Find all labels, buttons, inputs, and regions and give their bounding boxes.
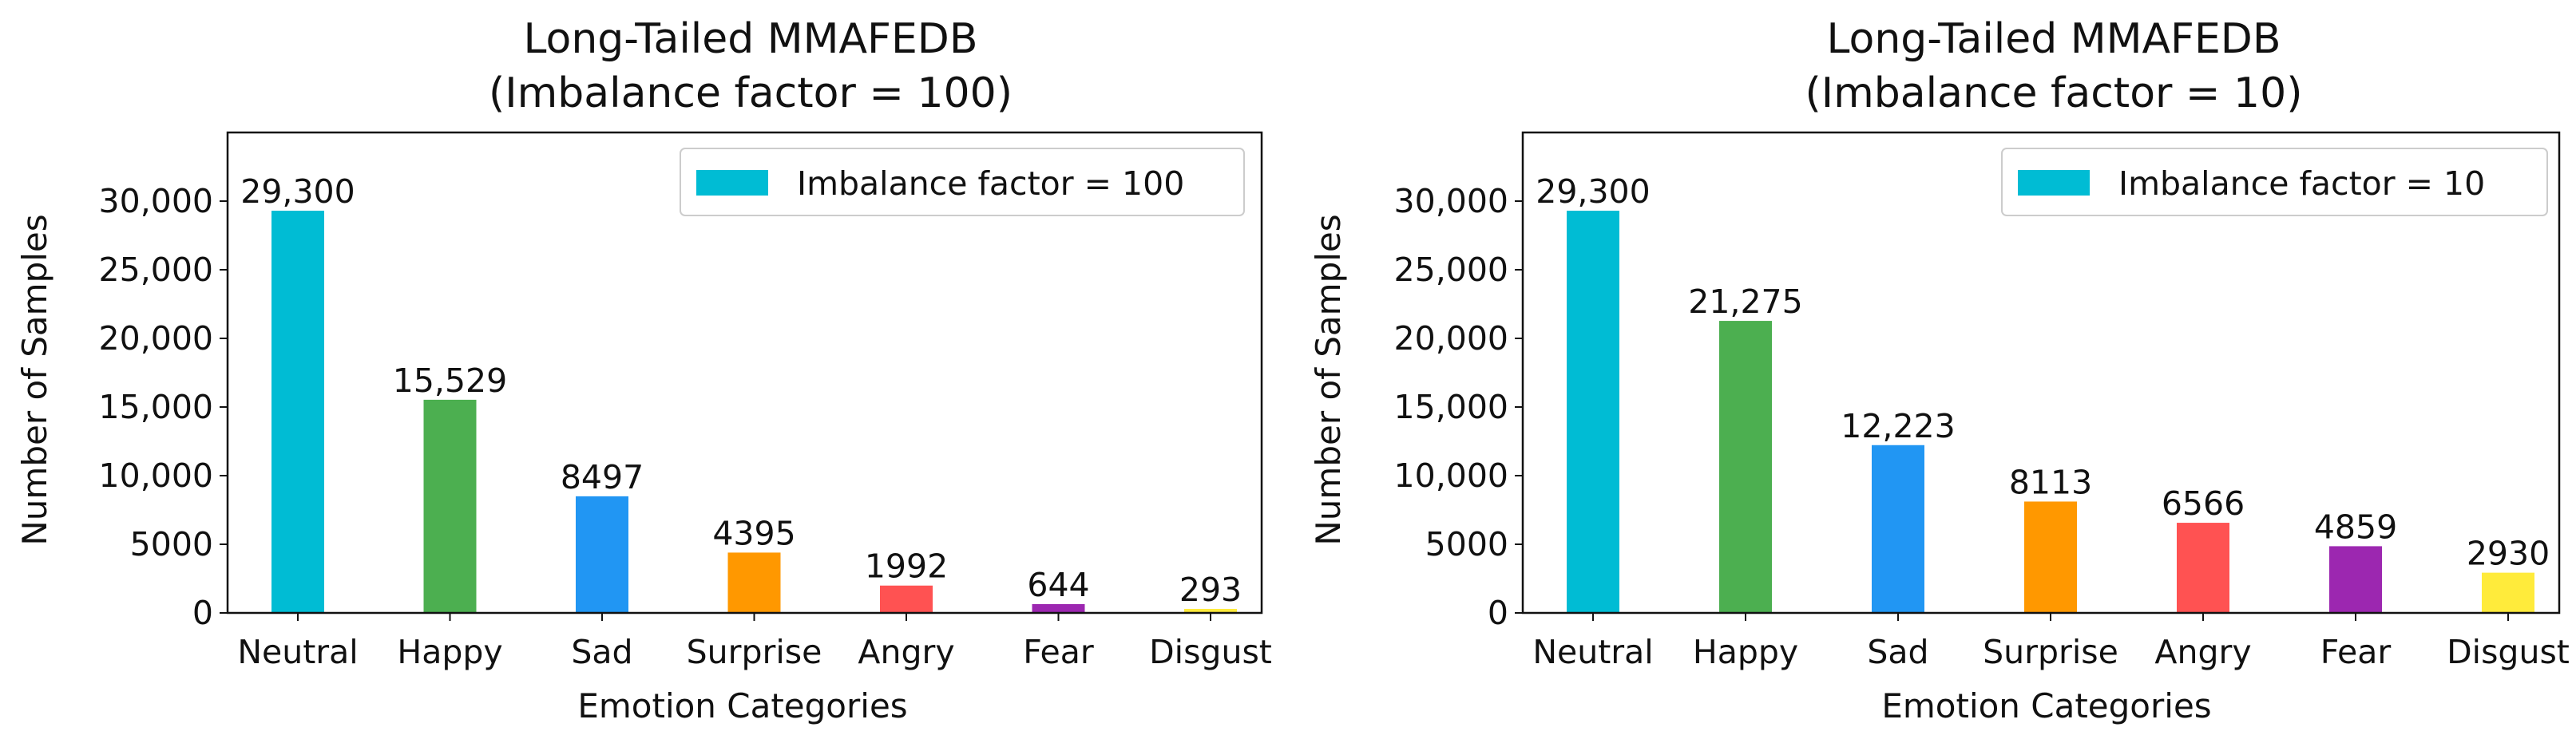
y-tick-label: 10,000 [1394,456,1508,495]
legend-box [2001,148,2548,216]
value-label-happy: 15,529 [393,362,507,400]
y-tick-label: 0 [1488,594,1508,632]
y-tick-label: 20,000 [99,319,213,358]
bar-happy [423,399,477,613]
x-tick-label-sad: Sad [1867,633,1928,671]
y-tick-label: 15,000 [99,388,213,426]
value-label-angry: 1992 [865,547,948,586]
x-axis-label: Emotion Categories [1881,686,2211,725]
x-tick-label-sad: Sad [571,633,632,671]
y-tick-label: 25,000 [99,251,213,289]
value-label-sad: 8497 [561,458,644,496]
x-tick-label-fear: Fear [2320,633,2392,671]
value-label-neutral: 29,300 [1536,172,1650,211]
y-tick-label: 30,000 [1394,182,1508,220]
y-tick-label: 5000 [1425,525,1508,563]
value-label-surprise: 8113 [2009,463,2092,501]
value-label-fear: 4859 [2314,508,2397,546]
value-label-fear: 644 [1027,566,1089,604]
legend-box [680,148,1245,216]
bar-surprise [2024,501,2077,613]
legend-swatch [2018,170,2090,196]
plot-area: 29,300 Neutral 15,529 Happy 8497 Sad 4395 Surpr… [99,131,1272,671]
value-label-neutral: 29,300 [240,172,355,211]
y-tick-label: 0 [192,594,213,632]
bar-disgust [2482,572,2534,613]
bar-neutral [1567,211,1619,613]
y-axis-label: Number of Samples [1309,214,1348,545]
value-label-angry: 6566 [2162,484,2245,523]
legend-swatch [696,170,768,196]
x-tick-label-angry: Angry [2154,633,2251,671]
y-tick-label: 25,000 [1394,251,1508,289]
chart-title: Long-Tailed MMAFEDB [523,15,977,63]
chart-subtitle: (Imbalance factor = 10) [1805,69,2303,117]
x-tick-label-disgust: Disgust [1149,633,1272,671]
x-tick-label-surprise: Surprise [687,633,822,671]
x-tick-label-happy: Happy [1693,633,1798,671]
y-tick-label: 30,000 [99,182,213,220]
x-tick-label-angry: Angry [858,633,954,671]
x-tick-label-neutral: Neutral [237,633,358,671]
chart-title: Long-Tailed MMAFEDB [1826,15,2281,63]
x-tick-label-happy: Happy [397,633,502,671]
axes-frame [1521,131,2561,615]
value-label-sad: 12,223 [1841,407,1955,445]
x-tick-label-fear: Fear [1023,633,1094,671]
value-label-disgust: 2930 [2467,535,2550,573]
legend-label: Imbalance factor = 10 [2118,164,2485,203]
plot-area: 29,300 Neutral 21,275 Happy 12,223 Sad 8113 Sur… [1394,131,2570,671]
value-label-surprise: 4395 [712,514,795,552]
x-tick-label-neutral: Neutral [1532,633,1653,671]
bar-sad [1872,445,1924,613]
bar-surprise [727,552,781,613]
y-tick-label: 10,000 [99,456,213,495]
legend-label: Imbalance factor = 100 [797,164,1184,203]
chart-imbalance-100: Long-Tailed MMAFEDB (Imbalance factor = … [15,15,1272,725]
bar-angry [2177,523,2229,613]
chart-imbalance-10: Long-Tailed MMAFEDB (Imbalance factor = … [1309,15,2570,725]
value-label-disgust: 293 [1179,571,1242,609]
bar-happy [1719,321,1772,613]
y-tick-label: 20,000 [1394,319,1508,358]
legend: Imbalance factor = 10 [2001,148,2548,216]
bar-disgust [1184,608,1237,613]
bar-sad [576,496,628,613]
y-tick-label: 5000 [130,525,213,563]
y-tick-label: 15,000 [1394,388,1508,426]
chart-subtitle: (Imbalance factor = 100) [489,69,1013,117]
x-tick-label-disgust: Disgust [2447,633,2570,671]
x-axis-label: Emotion Categories [577,686,907,725]
x-tick-label-surprise: Surprise [1983,633,2118,671]
y-axis-label: Number of Samples [15,214,54,545]
axes-frame [226,131,1263,615]
bar-fear [2329,546,2382,613]
legend: Imbalance factor = 100 [680,148,1245,216]
bar-neutral [271,211,324,613]
bar-angry [880,585,933,613]
value-label-happy: 21,275 [1688,283,1802,321]
bar-fear [1032,603,1085,613]
